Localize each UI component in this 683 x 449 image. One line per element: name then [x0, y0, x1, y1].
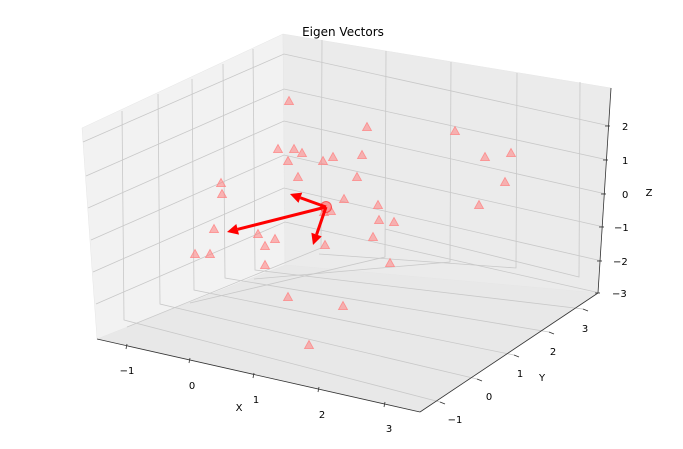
- z-tick-label: 1: [622, 156, 628, 167]
- data-point: [505, 147, 517, 158]
- data-point: [356, 149, 368, 160]
- chart-title: Eigen Vectors: [302, 25, 384, 39]
- grid-lines: [82, 39, 611, 403]
- data-point: [259, 240, 271, 251]
- data-point: [319, 239, 331, 250]
- tick-marks: [125, 125, 610, 408]
- data-point: [373, 214, 385, 225]
- data-point: [269, 233, 281, 244]
- z-tick-label: −2: [613, 257, 628, 268]
- data-point: [388, 216, 400, 227]
- data-point: [384, 257, 396, 268]
- y-tick-label: 0: [486, 392, 492, 403]
- data-point: [259, 259, 271, 270]
- arrow-head: [311, 232, 322, 245]
- arrow-shaft: [315, 206, 328, 236]
- data-point: [296, 147, 308, 158]
- data-point: [473, 199, 485, 210]
- x-tick-label: 1: [253, 395, 259, 406]
- x-tick-label: −1: [120, 366, 135, 377]
- data-point: [215, 177, 227, 188]
- eigen-vector-arrows: [227, 192, 328, 245]
- data-point: [288, 143, 300, 154]
- axis-lines: [96, 87, 612, 413]
- x-tick-label: 2: [319, 410, 325, 421]
- eigen-vector-arrow: [311, 206, 328, 245]
- data-point: [189, 248, 201, 259]
- data-point: [282, 155, 294, 166]
- arrow-shaft: [299, 196, 327, 209]
- y-tick-label: −1: [448, 415, 463, 426]
- z-tick-label: 2: [622, 122, 628, 133]
- back-pane: [282, 33, 612, 294]
- x-tick-labels: −1 0 1 2 3: [120, 366, 393, 435]
- z-axis-line: [597, 87, 612, 294]
- x-tick-label: 3: [386, 424, 392, 435]
- y-tick-label: 3: [582, 324, 588, 335]
- data-point: [372, 199, 384, 210]
- z-tick-label: 0: [622, 190, 628, 201]
- eigen-vector-arrow: [290, 192, 327, 209]
- arrow-head: [227, 223, 240, 235]
- data-point: [208, 223, 220, 234]
- data-point: [216, 188, 228, 199]
- data-point: [292, 171, 304, 182]
- z-tick-label: −3: [612, 289, 627, 300]
- data-point: [499, 176, 511, 187]
- data-point: [479, 151, 491, 162]
- data-point: [204, 248, 216, 259]
- arrow-shaft: [237, 205, 327, 231]
- y-axis-line: [419, 292, 599, 413]
- data-point: [303, 339, 315, 350]
- data-point: [367, 231, 379, 242]
- data-point: [327, 151, 339, 162]
- x-tick-label: 0: [189, 381, 195, 392]
- data-point: [338, 193, 350, 204]
- y-tick-labels: −1 0 1 2 3: [448, 324, 589, 426]
- data-point: [351, 171, 363, 182]
- z-tick-label: −1: [614, 223, 629, 234]
- data-point: [317, 155, 329, 166]
- y-axis-label: Y: [538, 373, 546, 384]
- eigen-vector-arrow: [227, 205, 327, 235]
- z-tick-labels: 2 1 0 −1 −2 −3: [612, 122, 629, 300]
- data-point: [283, 95, 295, 105]
- data-point: [449, 125, 461, 136]
- x-axis-label: X: [236, 403, 243, 414]
- z-axis-label: Z: [646, 188, 653, 199]
- data-point: [282, 291, 294, 302]
- data-point: [252, 228, 264, 239]
- data-point: [361, 121, 373, 132]
- y-tick-label: 2: [550, 347, 556, 358]
- data-points: [189, 95, 517, 350]
- x-axis-line: [96, 338, 421, 413]
- y-tick-label: 1: [517, 369, 523, 380]
- data-point: [272, 143, 284, 154]
- arrow-head: [290, 192, 303, 203]
- data-point: [337, 300, 349, 311]
